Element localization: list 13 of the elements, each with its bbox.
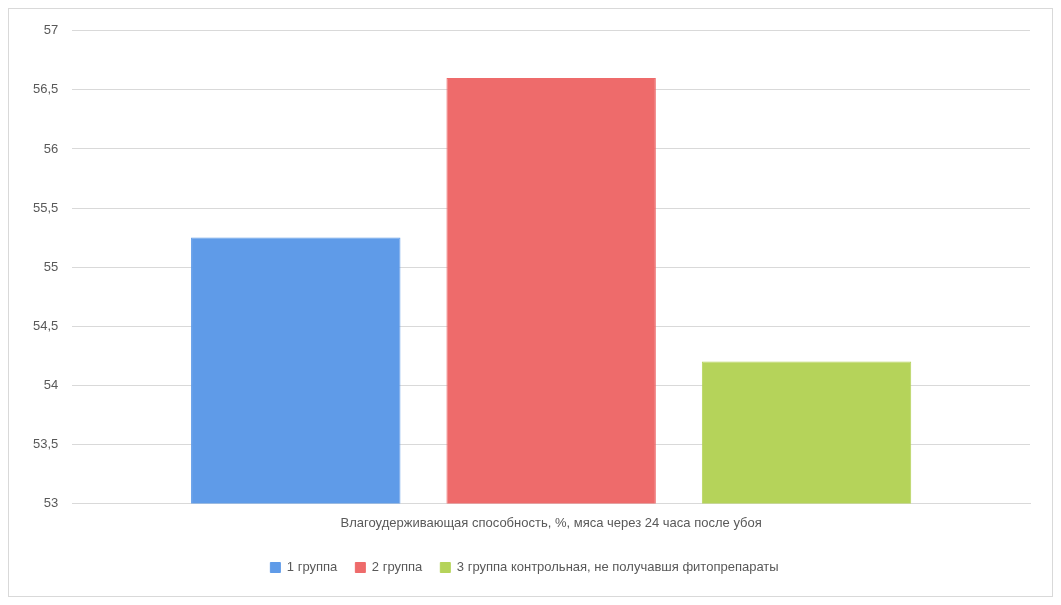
y-tick-label: 55 [43,258,59,274]
y-tick-label: 55,5 [32,199,59,215]
y-tick-label: 56 [43,140,59,156]
y-tick-label: 54 [43,376,59,392]
legend-label: 1 группа [286,559,339,575]
y-tick-label: 57 [43,22,59,38]
legend-label: 3 группа контрольная, не получавшя фитопрепараты [456,559,779,575]
y-tick-label: 53,5 [32,435,59,451]
x-tick-label: Влагоудерживающая способность, %, мяса через 24 часа после убоя [340,514,762,530]
y-tick-label: 53 [43,494,59,510]
y-tick-label: 54,5 [32,317,59,333]
legend-label: 2 группа [371,559,424,575]
y-tick-label: 56,5 [32,81,59,97]
